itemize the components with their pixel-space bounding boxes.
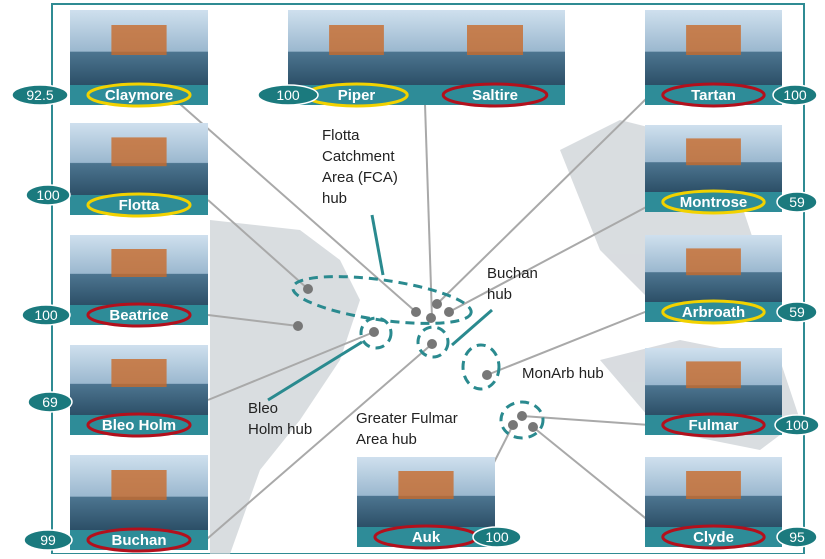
platform-value: 69 (42, 394, 58, 410)
platform-name: Bleo Holm (102, 417, 176, 434)
platform-value: 100 (34, 307, 58, 323)
platform-structure (686, 361, 741, 388)
platform-structure (686, 25, 741, 55)
platform-value: 100 (276, 87, 300, 103)
platform-value: 100 (36, 187, 60, 203)
hub-label: Greater Fulmar (356, 410, 458, 427)
platform-value: 59 (789, 194, 805, 210)
platform-name: Fulmar (688, 417, 738, 434)
platform-structure (329, 25, 384, 55)
hub-label: Catchment (322, 148, 395, 165)
platform-structure (686, 138, 741, 165)
hub-label: Area (FCA) (322, 169, 398, 186)
platform-name: Auk (412, 529, 441, 546)
platform-value: 92.5 (26, 87, 53, 103)
hub-label: hub (322, 190, 347, 207)
platform-structure (686, 248, 741, 275)
platform-structure (111, 25, 166, 55)
platform-value: 100 (783, 87, 807, 103)
platform-name: Buchan (111, 532, 166, 549)
hub-label: MonArb hub (522, 365, 604, 382)
diagram: Flotta Catchment Area (FCA) hub Buchan hub Mon… (0, 0, 825, 554)
hub-label: Bleo (248, 400, 278, 417)
platform-name: Clyde (693, 529, 734, 546)
platform-structure (111, 137, 166, 166)
platform-name: Arbroath (682, 304, 745, 321)
platform-value: 99 (40, 532, 56, 548)
platform-card: Claymore 92.5 (12, 10, 208, 106)
platform-name: Tartan (691, 87, 736, 104)
platform-structure (398, 471, 453, 499)
platform-card: Beatrice 100 (22, 235, 208, 326)
platform-structure (686, 471, 741, 499)
platform-name: Montrose (680, 194, 748, 211)
hub-label: Buchan (487, 265, 538, 282)
hub-label: Area hub (356, 431, 417, 448)
platform-structure (467, 25, 523, 55)
hub-label: Flotta (322, 127, 360, 144)
platform-name: Saltire (472, 87, 518, 104)
platform-value: 59 (789, 304, 805, 320)
platform-card: Saltire (425, 10, 565, 106)
platform-structure (111, 470, 166, 500)
platform-name: Flotta (119, 197, 160, 214)
platform-name: Piper (338, 87, 376, 104)
platform-value: 100 (485, 529, 509, 545)
platform-value: 95 (789, 529, 805, 545)
hub-label: hub (487, 286, 512, 303)
platform-structure (111, 359, 166, 387)
hub-label: Holm hub (248, 421, 312, 438)
platform-name: Claymore (105, 87, 173, 104)
platform-name: Beatrice (109, 307, 168, 324)
platform-value: 100 (785, 417, 809, 433)
platform-structure (111, 249, 166, 277)
